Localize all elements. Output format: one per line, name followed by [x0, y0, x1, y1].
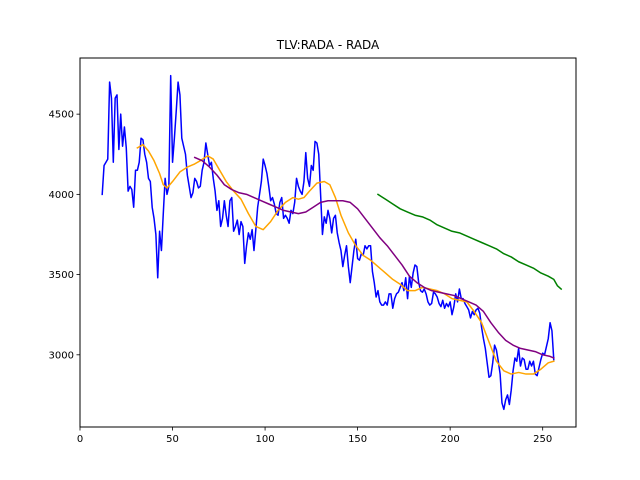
x-tick-label: 150: [348, 434, 367, 445]
series-line-2: [136, 143, 555, 375]
series-line-3: [193, 156, 555, 359]
y-axis: 3000 3500 4000 4500: [49, 110, 80, 361]
y-tick-label: 3000: [49, 350, 74, 361]
x-tick-label: 250: [533, 434, 552, 445]
series-layer: [101, 74, 563, 411]
plot-area-frame: [79, 57, 577, 428]
y-tick-label: 3500: [49, 270, 74, 281]
chart-title: TLV:RADA - RADA: [276, 38, 380, 52]
x-tick-label: 200: [441, 434, 460, 445]
x-axis: 0 50 100 150 200 250: [77, 427, 552, 445]
y-tick-label: 4500: [49, 110, 74, 121]
series-line-4: [376, 193, 563, 291]
series-line-1: [101, 74, 555, 411]
x-tick-label: 100: [256, 434, 275, 445]
x-tick-label: 0: [77, 434, 83, 445]
y-tick-label: 4000: [49, 190, 74, 201]
x-tick-label: 50: [166, 434, 179, 445]
